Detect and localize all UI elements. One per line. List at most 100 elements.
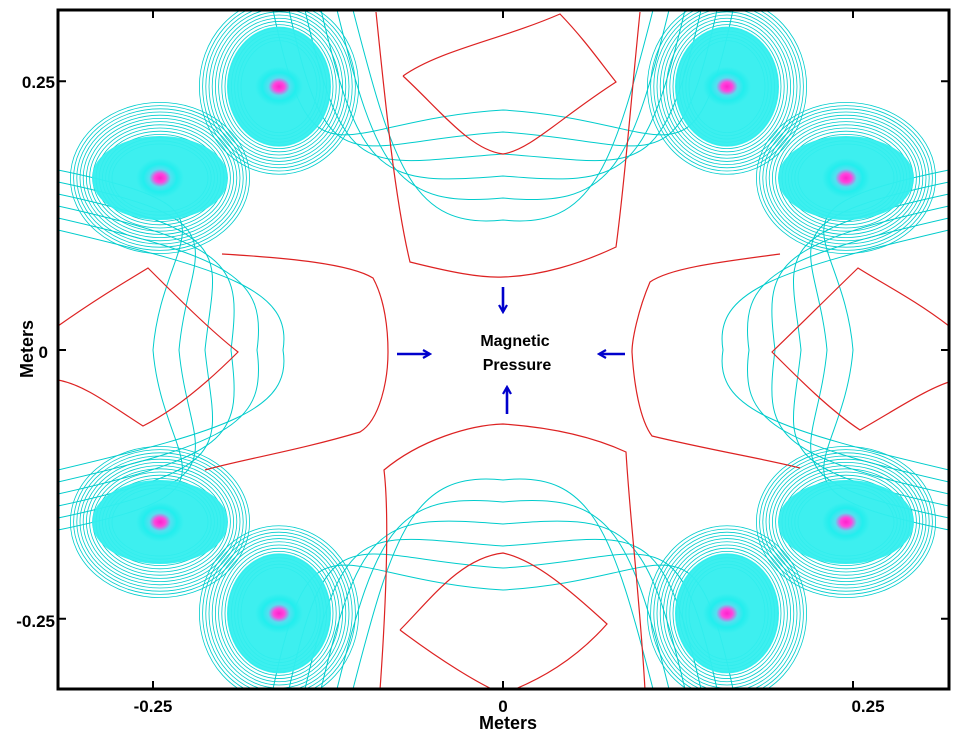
- coil-core-1: [136, 158, 184, 198]
- contour-line-top: [288, 10, 718, 147]
- separatrix-top-central: [375, 11, 641, 278]
- coil-core-2: [136, 502, 184, 542]
- coil-contour-ring: [208, 534, 350, 689]
- contour-line-right: [771, 205, 949, 495]
- y-axis-title: Meters: [17, 320, 37, 378]
- coil-contour-ring: [653, 531, 801, 689]
- coil-contour-ring: [762, 108, 930, 248]
- coil-contour-ring: [70, 445, 250, 598]
- y-tick-label-neg: -0.25: [16, 612, 55, 631]
- contour-line-bottom: [304, 538, 702, 689]
- separatrix-lines: [58, 11, 949, 689]
- coil-contour-ring: [656, 10, 798, 166]
- contour-line-right: [810, 181, 949, 519]
- coil-contour-ring: [76, 452, 244, 592]
- coil-contour-ring: [653, 10, 801, 169]
- coil-contour-ring: [214, 541, 343, 686]
- coil-contour-ring: [202, 528, 356, 689]
- coil-contour-ring: [765, 455, 927, 589]
- contour-line-bottom: [336, 499, 670, 689]
- coil-contour-ring: [73, 105, 247, 251]
- coil-contour-ring: [79, 455, 241, 589]
- contour-line-left: [58, 205, 235, 495]
- coil-contour-ring: [199, 525, 359, 689]
- y-tick-label-zero: 0: [39, 343, 48, 362]
- contour-line-bottom: [288, 553, 718, 689]
- coil-contour-ring: [647, 525, 807, 689]
- coil-contour-ring: [205, 10, 353, 169]
- coil-contour-ring: [218, 17, 340, 156]
- coil-contour-ring: [650, 528, 804, 689]
- y-tick-label-pos: 0.25: [22, 73, 55, 92]
- coil-contour-ring: [759, 105, 933, 251]
- coil-contour-ring: [756, 102, 937, 254]
- coil-contour-ring: [224, 24, 334, 150]
- separatrix-left-lobe: [58, 267, 239, 427]
- coil-contour-ring: [666, 544, 788, 683]
- axis-ticks: [58, 10, 949, 689]
- contour-line-left: [58, 217, 260, 483]
- contour-line-top: [336, 10, 670, 201]
- coil-contour-ring: [218, 544, 340, 683]
- coil-contour-ring: [70, 102, 250, 254]
- coil-contour-ring: [756, 445, 937, 598]
- coil-contour-ring: [663, 14, 792, 159]
- coil-contour-ring: [768, 114, 924, 242]
- annotation-line-2: Pressure: [483, 357, 552, 374]
- coil-contour-ring: [772, 461, 921, 582]
- coil-contour-ring: [659, 11, 795, 162]
- coil-contour-ring: [86, 118, 234, 238]
- coil-contour-ring: [202, 10, 356, 172]
- coil-contour-ring: [221, 21, 337, 153]
- magnetic-pressure-annotation: Magnetic Pressure: [480, 333, 551, 374]
- field-coils: [92, 26, 914, 674]
- contour-line-top: [352, 10, 654, 222]
- contour-line-bottom: [320, 520, 686, 689]
- coil-contour-ring: [775, 465, 917, 579]
- coil-core-6: [822, 502, 870, 542]
- coil-contour-ring: [89, 465, 231, 579]
- coil-core-0: [255, 66, 303, 107]
- coil-core-5: [822, 158, 870, 198]
- coil-contour-ring: [76, 108, 244, 248]
- contour-line-left: [58, 229, 285, 471]
- coil-contour-ring: [86, 461, 234, 582]
- coil-contour-ring: [79, 111, 241, 245]
- contour-line-top: [320, 10, 686, 180]
- separatrix-left-central: [204, 253, 389, 471]
- contour-line-right: [721, 229, 949, 471]
- contour-line-top: [304, 10, 702, 162]
- separatrix-right-central: [631, 253, 801, 469]
- coil-contour-ring: [647, 10, 807, 175]
- coil-contour-ring: [208, 10, 350, 166]
- contour-line-right: [746, 217, 949, 483]
- coil-contour-ring: [211, 11, 347, 162]
- coil-core-3: [255, 593, 303, 634]
- separatrix-right-lobe: [771, 267, 949, 431]
- coil-contour-ring: [221, 547, 337, 679]
- coil-contour-ring: [656, 534, 798, 689]
- coil-contour-ring: [650, 10, 804, 172]
- contour-field: [58, 10, 949, 689]
- contour-line-left: [58, 181, 196, 519]
- coil-contour-ring: [672, 550, 782, 676]
- coil-contour-ring: [669, 21, 785, 153]
- separatrix-bottom-central: [379, 423, 646, 689]
- annotation-line-1: Magnetic: [480, 333, 549, 350]
- coil-contour-ring: [759, 449, 933, 595]
- field-contour-lines: [58, 10, 949, 689]
- coil-contour-ring: [775, 121, 917, 235]
- separatrix-bottom-lobe: [399, 552, 608, 689]
- coil-contour-ring: [669, 547, 785, 679]
- pressure-arrows: [397, 287, 625, 414]
- x-axis-title: Meters: [479, 713, 537, 733]
- coil-contour-ring: [663, 541, 792, 686]
- coil-contour-ring: [666, 17, 788, 156]
- coil-contour-ring: [214, 14, 343, 159]
- coil-contour-ring: [224, 550, 334, 676]
- contour-line-left: [58, 169, 183, 531]
- coil-core-4: [703, 66, 751, 107]
- coil-contour-ring: [768, 458, 924, 586]
- coil-contour-ring: [89, 121, 231, 235]
